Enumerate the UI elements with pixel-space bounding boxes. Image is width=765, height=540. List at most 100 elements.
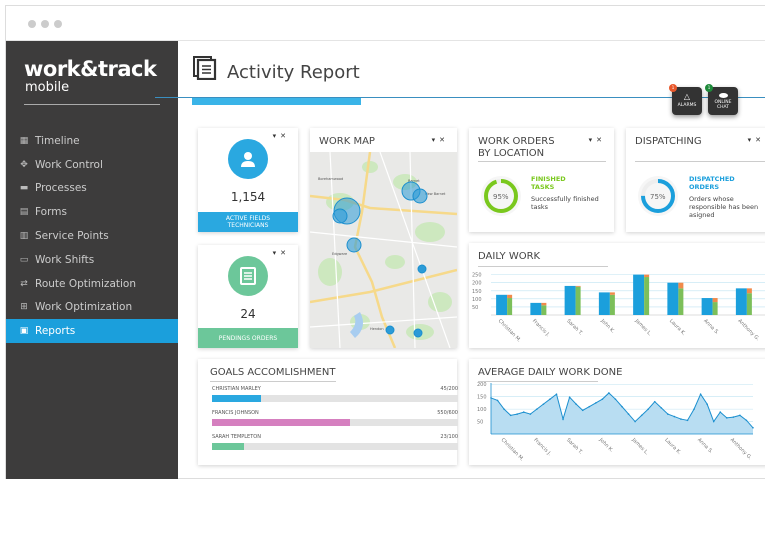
data-point — [712, 420, 715, 423]
bar-total — [598, 292, 610, 315]
data-point — [549, 398, 551, 400]
divider — [478, 266, 608, 267]
dispatched-percent: 75% — [650, 193, 666, 201]
window-dot[interactable] — [41, 20, 49, 28]
x-tick-label: Laura K. — [668, 318, 687, 337]
data-point — [588, 405, 591, 408]
card-title: WORK ORDERS BY LOCATION — [478, 136, 555, 160]
bar-total — [735, 288, 747, 315]
bar-pending — [644, 274, 650, 278]
heading-line: ORDERS — [689, 183, 720, 191]
x-tick-label: Christian M. — [500, 437, 526, 463]
map-marker[interactable] — [332, 208, 348, 224]
map-marker[interactable] — [346, 237, 362, 253]
window-dot[interactable] — [54, 20, 62, 28]
sidebar-item-label: Route Optimization — [35, 277, 136, 290]
chat-bubble-icon — [718, 93, 728, 98]
average-daily-work-chart: 50 100 150 200 Christian M. Francis J. Sarah T… — [477, 382, 754, 463]
finished-heading: FINISHED TASKS — [531, 175, 566, 191]
user-icon — [228, 139, 268, 179]
map[interactable]: Borehamwood Barnet New Barnet Edgware He… — [310, 152, 457, 348]
goal-progress-fill — [212, 419, 350, 426]
data-point — [726, 417, 728, 419]
calendar-icon: ▦ — [19, 135, 29, 146]
goal-name: SARAH TEMPLETON — [212, 434, 261, 440]
donut-arc — [641, 179, 675, 213]
sidebar-item-work-shifts[interactable]: ▭ Work Shifts — [6, 248, 178, 272]
data-point — [562, 418, 564, 420]
sidebar-item-label: Forms — [35, 206, 67, 219]
chat-label: CHAT — [716, 105, 729, 110]
bar-total — [564, 285, 576, 315]
finished-tasks-donut — [481, 176, 521, 216]
desc-line: Orders whose — [689, 195, 734, 203]
card-title: AVERAGE DAILY WORK DONE — [478, 367, 623, 378]
data-point — [575, 403, 577, 405]
sidebar-item-work-optimization[interactable]: ⊞ Work Optimization — [6, 296, 178, 320]
sidebar-item-processes[interactable]: ▬ Processes — [6, 177, 178, 201]
bar-total — [530, 302, 542, 315]
card-controls[interactable]: ▾✕ — [431, 136, 449, 144]
card-controls[interactable]: ▾✕ — [747, 136, 765, 144]
window-dot[interactable] — [28, 20, 36, 28]
card-controls[interactable]: ▾✕ — [272, 249, 290, 257]
map-marker[interactable] — [412, 188, 428, 204]
dispatched-description: Orders whose responsible has been asigned — [689, 195, 758, 219]
data-point — [634, 420, 636, 423]
goal-progress-bar — [212, 395, 458, 402]
sidebar-item-work-control[interactable]: ✥ Work Control — [6, 153, 178, 177]
pending-count: 24 — [240, 307, 256, 321]
data-point — [732, 416, 735, 418]
sidebar-item-route-optimization[interactable]: ⇄ Route Optimization — [6, 272, 178, 296]
map-place: Hendon — [370, 327, 384, 331]
sidebar-item-timeline[interactable]: ▦ Timeline — [6, 129, 178, 153]
card-controls[interactable]: ▾✕ — [272, 132, 290, 140]
map-marker[interactable] — [417, 264, 427, 274]
data-point — [627, 413, 630, 415]
title-line: BY LOCATION — [478, 148, 545, 159]
grid-icon: ⊞ — [20, 302, 28, 313]
data-point — [673, 415, 676, 418]
report-icon: ▣ — [19, 326, 29, 337]
sidebar-item-label: Timeline — [35, 134, 80, 147]
pending-label: PENDINGS ORDERS — [198, 328, 298, 348]
bar-total — [496, 294, 508, 315]
bar-done — [541, 305, 547, 315]
bar-done — [644, 277, 650, 315]
bar-pending — [609, 292, 615, 295]
logo-sub: mobile — [25, 80, 70, 95]
data-point — [542, 403, 545, 405]
desc-line: Successfully finished — [531, 195, 599, 203]
bell-icon: △ — [683, 92, 691, 101]
sidebar-item-label: Work Optimization — [35, 301, 133, 314]
sidebar-item-label: Service Points — [35, 230, 109, 243]
alarms-label: ALARMS — [677, 103, 697, 108]
data-point — [516, 413, 518, 415]
online-chat-button[interactable]: 1 ONLINE CHAT — [705, 84, 738, 115]
sidebar-item-forms[interactable]: ▤ Forms — [6, 200, 178, 224]
heading-line: DISPATCHED — [689, 175, 735, 183]
sidebar-item-reports[interactable]: ▣ Reports — [6, 319, 178, 344]
sidebar-item-service-points[interactable]: ▥ Service Points — [6, 224, 178, 248]
technicians-card: ▾✕ 1,154 ACTIVE FIELDS TECHNICIANS — [198, 128, 298, 232]
document-icon — [228, 256, 268, 296]
sidebar: work&track mobile ▦ Timeline ✥ Work Control… — [6, 41, 178, 479]
data-point — [693, 408, 695, 410]
bar-done — [507, 298, 513, 315]
map-marker[interactable] — [385, 325, 395, 335]
map-marker[interactable] — [413, 328, 423, 338]
dispatched-heading: DISPATCHED ORDERS — [689, 175, 735, 191]
x-tick-label: John K. — [599, 317, 616, 334]
data-point — [739, 414, 741, 417]
label-line: ACTIVE FIELDS — [225, 215, 271, 222]
card-controls[interactable]: ▾✕ — [588, 136, 606, 144]
data-point — [614, 398, 617, 400]
data-point — [660, 407, 663, 409]
x-tick-label: Anthony G. — [729, 437, 753, 461]
alarms-button[interactable]: 1 △ ALARMS — [669, 84, 702, 115]
map-place: New Barnet — [425, 192, 446, 196]
card-title: DISPATCHING — [635, 136, 702, 147]
header-accent-bar — [192, 98, 361, 105]
x-tick-label: James L. — [633, 317, 653, 337]
x-tick-label: Francis J. — [532, 437, 552, 457]
